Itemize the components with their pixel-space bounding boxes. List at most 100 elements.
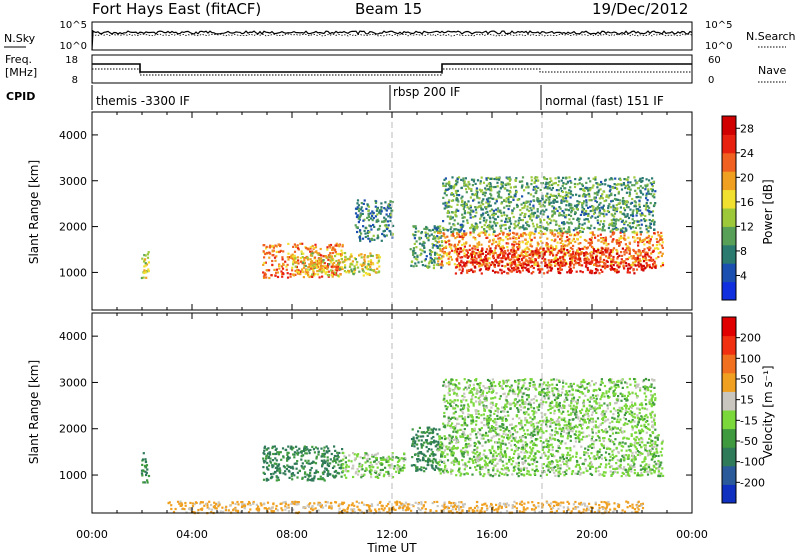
power-cell xyxy=(274,259,277,262)
power-cell xyxy=(321,264,324,268)
power-cell xyxy=(645,194,648,197)
power-cell xyxy=(525,227,528,231)
velocity-cell xyxy=(593,440,596,443)
power-cell xyxy=(569,179,572,183)
velocity-cell xyxy=(518,455,521,458)
velocity-cell xyxy=(443,437,447,441)
power-cell xyxy=(522,250,525,253)
power-cell xyxy=(633,236,636,239)
power-cell xyxy=(460,203,463,207)
power-cell xyxy=(661,264,665,267)
velocity-cell xyxy=(340,459,343,462)
power-cell xyxy=(491,269,495,272)
velocity-cell xyxy=(523,451,526,454)
power-cell xyxy=(465,202,468,205)
power-cell xyxy=(356,230,359,234)
power-cell xyxy=(572,217,575,220)
power-cell xyxy=(474,261,477,264)
power-cell xyxy=(481,213,484,216)
velocity-cell xyxy=(291,448,294,451)
power-cell xyxy=(536,226,539,229)
velocity-cell xyxy=(520,447,523,450)
power-cell xyxy=(384,218,387,221)
power-cell xyxy=(511,209,514,212)
velocity-cell xyxy=(298,469,301,472)
velocity-cell xyxy=(401,466,404,469)
power-cell xyxy=(590,257,593,260)
power-cell xyxy=(575,227,578,230)
power-cell xyxy=(596,193,599,196)
velocity-cell xyxy=(498,471,502,474)
velocity-cell xyxy=(271,446,274,450)
power-cell xyxy=(504,183,507,186)
power-cell xyxy=(358,215,362,219)
velocity-cell xyxy=(426,464,429,467)
velocity-cell xyxy=(479,473,482,476)
power-cell xyxy=(445,254,449,257)
velocity-cell xyxy=(326,459,329,462)
power-cell xyxy=(594,176,597,179)
power-cell xyxy=(460,261,463,264)
power-cell xyxy=(145,276,148,279)
power-cell xyxy=(640,223,643,226)
power-cell xyxy=(609,188,612,191)
power-cell xyxy=(639,240,642,243)
power-cell xyxy=(265,276,268,279)
power-cell xyxy=(480,258,483,261)
noise-strip: N.Sky 10^5 10^0 10^5 10^0 N.Search xyxy=(4,20,796,52)
power-cell xyxy=(521,180,524,183)
power-cell xyxy=(294,257,297,260)
power-cell xyxy=(461,234,464,238)
power-cell xyxy=(425,228,428,231)
power-cell xyxy=(590,260,593,263)
velocity-cell xyxy=(279,469,282,472)
power-cell xyxy=(601,270,604,273)
velocity-cell xyxy=(313,472,316,475)
velocity-cell xyxy=(287,451,290,454)
power-cell xyxy=(323,270,326,273)
power-cell xyxy=(635,258,638,261)
velocity-cell xyxy=(387,470,390,473)
power-cell xyxy=(573,182,576,186)
velocity-cell xyxy=(374,469,377,472)
power-cell xyxy=(655,238,658,241)
power-cell xyxy=(491,256,495,259)
power-cell xyxy=(431,242,434,246)
velocity-cell xyxy=(325,450,328,453)
velocity-cell xyxy=(403,466,406,470)
power-cell xyxy=(573,263,576,266)
power-cell xyxy=(506,246,509,249)
velocity-cell xyxy=(344,461,347,464)
power-cell xyxy=(619,231,622,234)
power-cell xyxy=(444,236,447,239)
power-cell xyxy=(508,258,511,262)
power-cell xyxy=(354,207,358,210)
power-cell xyxy=(485,188,488,191)
velocity-cell xyxy=(272,452,275,456)
power-cell xyxy=(508,225,511,228)
power-cell xyxy=(475,224,479,227)
power-cell xyxy=(387,207,390,210)
power-cell xyxy=(561,239,564,243)
power-cell xyxy=(367,219,370,222)
power-cell xyxy=(428,234,431,237)
power-cell xyxy=(496,254,499,257)
velocity-cell xyxy=(144,458,147,461)
power-cell xyxy=(488,200,491,203)
velocity-cell xyxy=(450,454,453,457)
power-cell xyxy=(539,247,542,250)
power-cell xyxy=(497,244,500,248)
power-cell xyxy=(296,247,300,250)
power-cell xyxy=(560,263,563,266)
power-cell xyxy=(522,256,525,259)
power-cell xyxy=(496,207,500,210)
velocity-cell xyxy=(437,443,440,446)
power-cell xyxy=(552,260,556,263)
power-cell xyxy=(474,215,477,218)
velocity-cell xyxy=(508,460,511,463)
power-cell xyxy=(301,256,304,259)
power-cell xyxy=(614,270,617,273)
power-cell xyxy=(457,255,460,258)
power-cell xyxy=(438,230,441,233)
power-cell xyxy=(580,226,583,230)
